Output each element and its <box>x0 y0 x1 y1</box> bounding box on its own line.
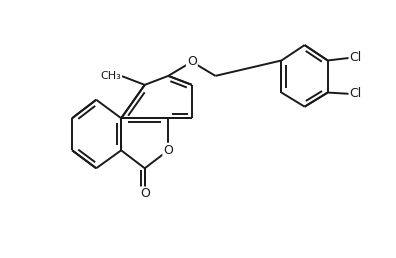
Text: Cl: Cl <box>350 51 362 64</box>
Text: Cl: Cl <box>350 87 362 100</box>
Text: CH₃: CH₃ <box>101 71 121 81</box>
Text: O: O <box>187 55 197 68</box>
Text: O: O <box>164 144 173 157</box>
Text: O: O <box>140 188 150 200</box>
